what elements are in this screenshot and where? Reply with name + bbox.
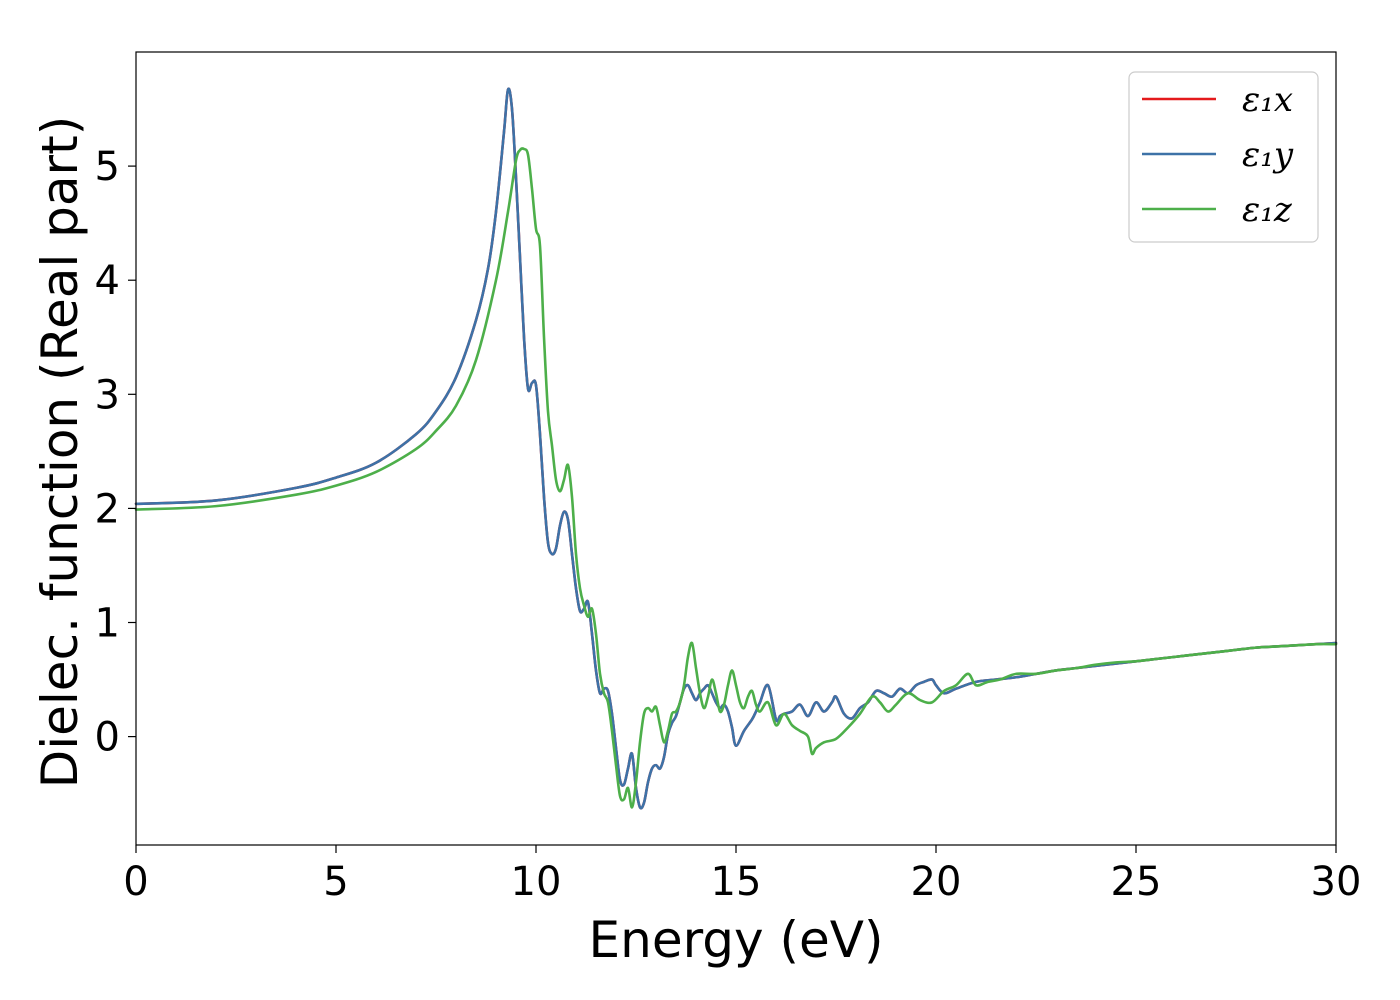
series-layer xyxy=(134,87,1338,810)
legend-label-1: ε₁y xyxy=(1242,135,1294,175)
y-axis-label: Dielec. function (Real part) xyxy=(31,116,89,788)
y-tick-label: 2 xyxy=(95,486,120,532)
y-tick-label: 1 xyxy=(95,601,120,647)
x-tick-label: 25 xyxy=(1111,859,1162,905)
series-line-1 xyxy=(134,87,1338,810)
x-axis-ticks: 0 5 10 15 20 25 30 xyxy=(123,845,1361,905)
y-tick-label: 3 xyxy=(95,372,120,418)
legend-label-0: ε₁x xyxy=(1242,80,1293,120)
y-tick-label: 0 xyxy=(95,715,120,761)
series-line-2 xyxy=(134,147,1338,809)
y-axis-ticks: 0 1 2 3 4 5 xyxy=(95,144,136,761)
legend: ε₁x ε₁y ε₁z xyxy=(1128,71,1319,243)
legend-box xyxy=(1128,71,1319,243)
x-tick-label: 10 xyxy=(511,859,562,905)
x-tick-label: 20 xyxy=(911,859,962,905)
x-tick-label: 30 xyxy=(1311,859,1362,905)
legend-label-2: ε₁z xyxy=(1242,190,1293,230)
x-tick-label: 0 xyxy=(123,859,148,905)
x-tick-label: 15 xyxy=(711,859,762,905)
y-tick-label: 4 xyxy=(95,258,120,304)
legend-items: ε₁x ε₁y ε₁z xyxy=(1142,80,1294,230)
y-tick-label: 5 xyxy=(95,144,120,190)
x-tick-label: 5 xyxy=(323,859,348,905)
x-axis-label: Energy (eV) xyxy=(589,911,884,969)
